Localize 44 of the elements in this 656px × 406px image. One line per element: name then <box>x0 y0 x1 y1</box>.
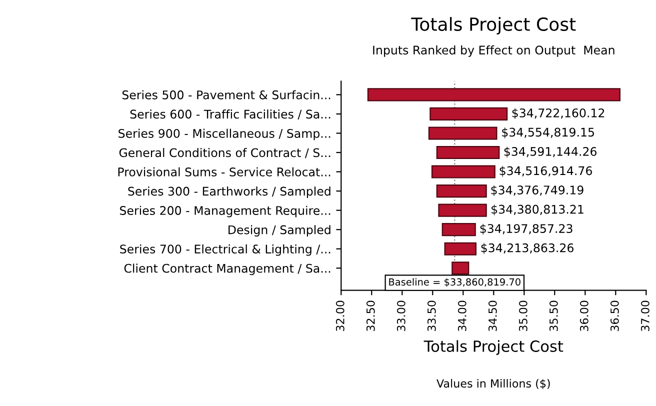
x-tick-label: 34.00 <box>458 300 466 331</box>
x-tick-label: 32.50 <box>366 300 375 331</box>
annotation: $34,197,857.23 <box>480 224 572 235</box>
annotation: $34,376,749.19 <box>491 185 584 196</box>
annotation: $34,591,144.26 <box>504 146 597 158</box>
chart-subtitle: Inputs Ranked by Effect on Output Mean <box>373 45 614 57</box>
y-tick-label: General Conditions of Contract / S... <box>119 148 330 158</box>
y-tick-label: Series 200 - Management Require... <box>120 206 330 218</box>
y-tick-label: Series 700 - Electrical & Lighting /... <box>120 244 330 256</box>
x-tick-label: 35.50 <box>549 300 558 331</box>
x-tick-label: 32.00 <box>336 300 344 331</box>
y-tick-label: Series 600 - Traffic Facilities / Sa... <box>130 109 330 120</box>
bar <box>438 204 487 217</box>
y-tick-label: Series 300 - Earthworks / Sampled <box>128 186 330 198</box>
annotation: $34,380,813.21 <box>492 204 584 216</box>
x-tick-label: 37.00 <box>640 300 650 331</box>
y-tick-label: Series 900 - Miscellaneous / Samp... <box>118 128 330 140</box>
annotation: $34,516,914.76 <box>500 166 592 177</box>
x-axis-title: Totals Project Cost <box>424 340 564 355</box>
annotation: $34,554,819.15 <box>502 128 594 138</box>
bar <box>442 223 476 236</box>
bar <box>431 165 496 178</box>
x-tick-label: 33.00 <box>396 300 406 331</box>
y-tick-label: Client Contract Management / Sa... <box>124 264 330 276</box>
ref-line-label: Baseline = $33,860,819.70 <box>389 278 520 287</box>
bar <box>452 262 470 275</box>
x-tick-label: 35.00 <box>518 300 528 331</box>
y-tick-label: Provisional Sums - Service Relocat... <box>118 167 330 176</box>
bar <box>436 184 487 198</box>
bar <box>436 146 500 160</box>
x-tick-label: 36.00 <box>580 300 588 331</box>
x-tick-label: 36.50 <box>610 300 619 331</box>
y-tick-label: Series 500 - Pavement & Surfacin... <box>122 90 330 100</box>
text: Values in Millions ($) <box>436 379 550 390</box>
x-tick-label: 34.50 <box>488 300 497 331</box>
bar <box>367 88 620 102</box>
annotation: $34,213,863.26 <box>481 243 574 254</box>
bar <box>430 107 508 120</box>
y-tick-label: Design / Sampled <box>228 225 330 237</box>
bar <box>428 126 498 140</box>
chart-title: Totals Project Cost <box>411 17 576 35</box>
bar <box>444 242 477 256</box>
x-tick-label: 33.50 <box>427 300 436 331</box>
annotation: $34,722,160.12 <box>512 108 604 119</box>
